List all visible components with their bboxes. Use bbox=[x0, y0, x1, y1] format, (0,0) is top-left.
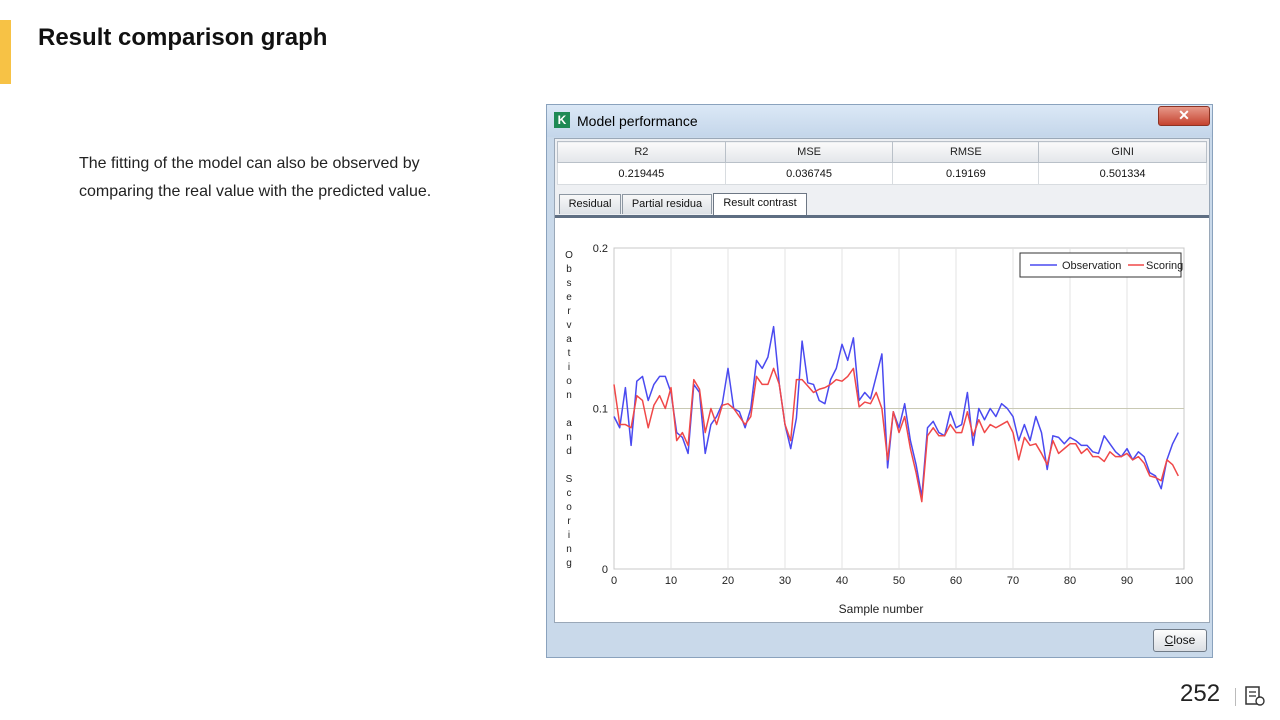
metrics-header-mse: MSE bbox=[724, 141, 894, 163]
model-performance-dialog: K Model performance ✕ R2 MSE RMSE GINI 0… bbox=[546, 104, 1213, 658]
x-tick-label: 20 bbox=[722, 575, 734, 587]
metric-rmse-value: 0.19169 bbox=[892, 162, 1040, 185]
metric-r2-value: 0.219445 bbox=[557, 162, 726, 185]
metrics-header-gini: GINI bbox=[1038, 141, 1207, 163]
window-close-button[interactable]: ✕ bbox=[1158, 106, 1210, 126]
tab-partial-residual[interactable]: Partial residua bbox=[622, 194, 712, 214]
tab-result-contrast[interactable]: Result contrast bbox=[713, 193, 807, 215]
x-tick-label: 90 bbox=[1121, 575, 1133, 587]
series-line-scoring bbox=[613, 367, 1179, 503]
x-axis-label: Sample number bbox=[839, 602, 924, 616]
metrics-value-row: 0.219445 0.036745 0.19169 0.501334 bbox=[557, 162, 1207, 185]
legend-label-scoring: Scoring bbox=[1146, 260, 1183, 272]
dialog-titlebar[interactable]: K Model performance ✕ bbox=[547, 105, 1212, 137]
app-k-icon: K bbox=[554, 112, 570, 128]
legend-label-observation: Observation bbox=[1062, 260, 1121, 272]
x-tick-label: 80 bbox=[1064, 575, 1076, 587]
title-accent-bar bbox=[0, 20, 11, 84]
plot-panel: 0 10 20 30 40 50 60 70 80 90 100 0 0.1 0.2 Sample numb… bbox=[555, 218, 1209, 622]
metrics-header-r2: R2 bbox=[557, 141, 726, 163]
y-tick-label: 0 bbox=[602, 564, 608, 576]
slide-title: Result comparison graph bbox=[38, 24, 328, 51]
x-tick-label: 30 bbox=[779, 575, 791, 587]
document-icon bbox=[1245, 686, 1265, 706]
close-button[interactable]: Close bbox=[1153, 629, 1207, 652]
x-tick-label: 100 bbox=[1175, 575, 1193, 587]
page-number: 252 bbox=[1180, 680, 1221, 707]
description-line-1: The fitting of the model can also be obs… bbox=[79, 155, 420, 172]
x-tick-label: 40 bbox=[836, 575, 848, 587]
slide-description: The fitting of the model can also be obs… bbox=[79, 150, 499, 206]
close-button-accelerator: C bbox=[1164, 633, 1174, 647]
x-tick-label: 0 bbox=[611, 575, 617, 587]
description-line-2: comparing the real value with the predic… bbox=[79, 183, 432, 200]
metrics-header-row: R2 MSE RMSE GINI bbox=[557, 141, 1207, 163]
page-number-divider bbox=[1235, 688, 1236, 706]
tab-divider bbox=[555, 215, 1209, 218]
y-tick-label: 0.2 bbox=[593, 243, 608, 255]
metrics-header-rmse: RMSE bbox=[892, 141, 1040, 163]
y-tick-label: 0.1 bbox=[593, 404, 608, 416]
x-tick-label: 50 bbox=[893, 575, 905, 587]
metric-mse-value: 0.036745 bbox=[724, 162, 894, 185]
metric-gini-value: 0.501334 bbox=[1038, 162, 1207, 185]
close-button-label: lose bbox=[1173, 633, 1196, 647]
metrics-table: R2 MSE RMSE GINI 0.219445 0.036745 0.191… bbox=[557, 141, 1207, 185]
dialog-title: Model performance bbox=[577, 113, 698, 129]
dialog-content: R2 MSE RMSE GINI 0.219445 0.036745 0.191… bbox=[554, 138, 1210, 623]
result-contrast-chart: 0 10 20 30 40 50 60 70 80 90 100 0 0.1 0.2 Sample numb… bbox=[565, 243, 1193, 616]
x-tick-label: 70 bbox=[1007, 575, 1019, 587]
tab-residual[interactable]: Residual bbox=[559, 194, 621, 214]
x-tick-label: 60 bbox=[950, 575, 962, 587]
x-tick-label: 10 bbox=[665, 575, 677, 587]
